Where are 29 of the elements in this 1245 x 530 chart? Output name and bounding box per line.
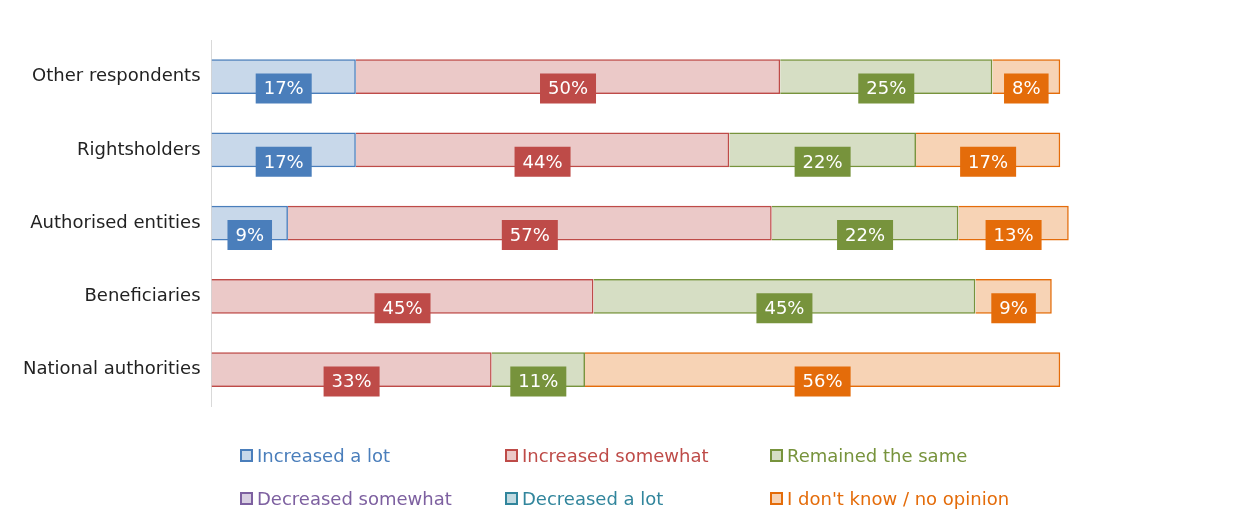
legend-label: Decreased a lot (522, 488, 664, 509)
data-label: 45% (382, 297, 423, 319)
data-label: 56% (802, 370, 843, 392)
y-tick-label: Authorised entities (30, 210, 201, 232)
data-label: 17% (263, 150, 304, 172)
y-tick-label: Rightsholders (77, 137, 201, 159)
y-tick-label: Other respondents (32, 64, 201, 86)
data-label: 13% (993, 223, 1034, 245)
data-label: 44% (522, 150, 563, 172)
legend-label: Decreased somewhat (257, 488, 452, 509)
data-label: 9% (235, 223, 265, 245)
y-tick-label: Beneficiaries (84, 284, 201, 306)
data-label: 22% (802, 150, 843, 172)
data-label: 17% (263, 77, 304, 99)
data-label: 50% (548, 77, 589, 99)
data-label: 45% (764, 297, 805, 319)
legend-label: Remained the same (787, 445, 968, 466)
data-label: 57% (509, 223, 550, 245)
data-label: 17% (968, 150, 1009, 172)
data-label: 11% (518, 370, 559, 392)
legend-label: Increased a lot (257, 445, 391, 466)
data-label: 9% (999, 297, 1028, 319)
legend-label: I don't know / no opinion (787, 488, 1010, 509)
y-tick-label: National authorities (22, 357, 201, 379)
data-label: 8% (1012, 77, 1041, 99)
data-label: 22% (845, 223, 886, 245)
data-label: 25% (866, 77, 907, 99)
data-label: 33% (331, 370, 372, 392)
legend-label: Increased somewhat (522, 445, 709, 466)
